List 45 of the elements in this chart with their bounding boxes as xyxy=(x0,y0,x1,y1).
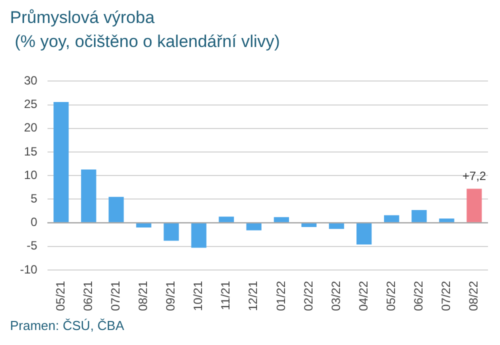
x-tick-label: 06/22 xyxy=(411,280,426,311)
x-tick-label: 02/22 xyxy=(301,280,316,311)
y-tick-label: 25 xyxy=(24,97,38,112)
x-tick-label: 06/21 xyxy=(80,280,95,311)
x-tick-label: 07/21 xyxy=(108,280,123,311)
x-tick-label: 03/22 xyxy=(328,280,343,311)
x-tick-label: 08/21 xyxy=(136,280,150,311)
x-tick-label: 01/22 xyxy=(274,280,288,311)
bar xyxy=(301,223,317,228)
chart-title: Průmyslová výroba xyxy=(10,7,156,29)
x-tick-label: 12/21 xyxy=(246,280,260,311)
x-tick-label: 07/22 xyxy=(439,280,453,311)
y-tick-label: -10 xyxy=(20,262,38,276)
data-label: +7,2 xyxy=(462,169,486,184)
bar xyxy=(164,223,179,241)
bar xyxy=(81,169,96,222)
x-tick-label: 04/22 xyxy=(356,280,370,311)
bar xyxy=(356,223,372,244)
chart-subtitle: (% yoy, očištěno o kalendářní vlivy) xyxy=(14,31,280,53)
x-tick-label: 08/22 xyxy=(466,280,481,311)
y-tick-label: -5 xyxy=(26,238,38,253)
bar xyxy=(108,196,124,222)
x-tick-label: 05/22 xyxy=(384,280,398,311)
x-tick-label: 10/21 xyxy=(191,280,206,311)
x-tick-label: 05/21 xyxy=(53,280,68,311)
y-tick-label: 20 xyxy=(24,120,38,135)
y-tick-label: 30 xyxy=(24,74,38,88)
bar xyxy=(136,223,152,228)
bar xyxy=(191,223,206,248)
bar xyxy=(218,216,234,222)
x-tick-label: 09/21 xyxy=(164,280,178,311)
bar xyxy=(412,210,427,222)
y-tick-label: 10 xyxy=(24,168,38,182)
bar xyxy=(54,102,69,222)
y-tick-label: 0 xyxy=(30,215,38,230)
y-tick-label: 15 xyxy=(24,144,38,158)
bar xyxy=(274,217,290,222)
y-tick-label: 5 xyxy=(30,191,38,206)
bar xyxy=(384,215,400,222)
text: Pramen: ČSÚ, ČBA xyxy=(10,318,124,333)
x-tick-label: 11/21 xyxy=(218,280,233,310)
bar xyxy=(328,223,344,229)
bar xyxy=(439,218,454,222)
bar xyxy=(246,223,262,230)
bar xyxy=(466,188,482,222)
